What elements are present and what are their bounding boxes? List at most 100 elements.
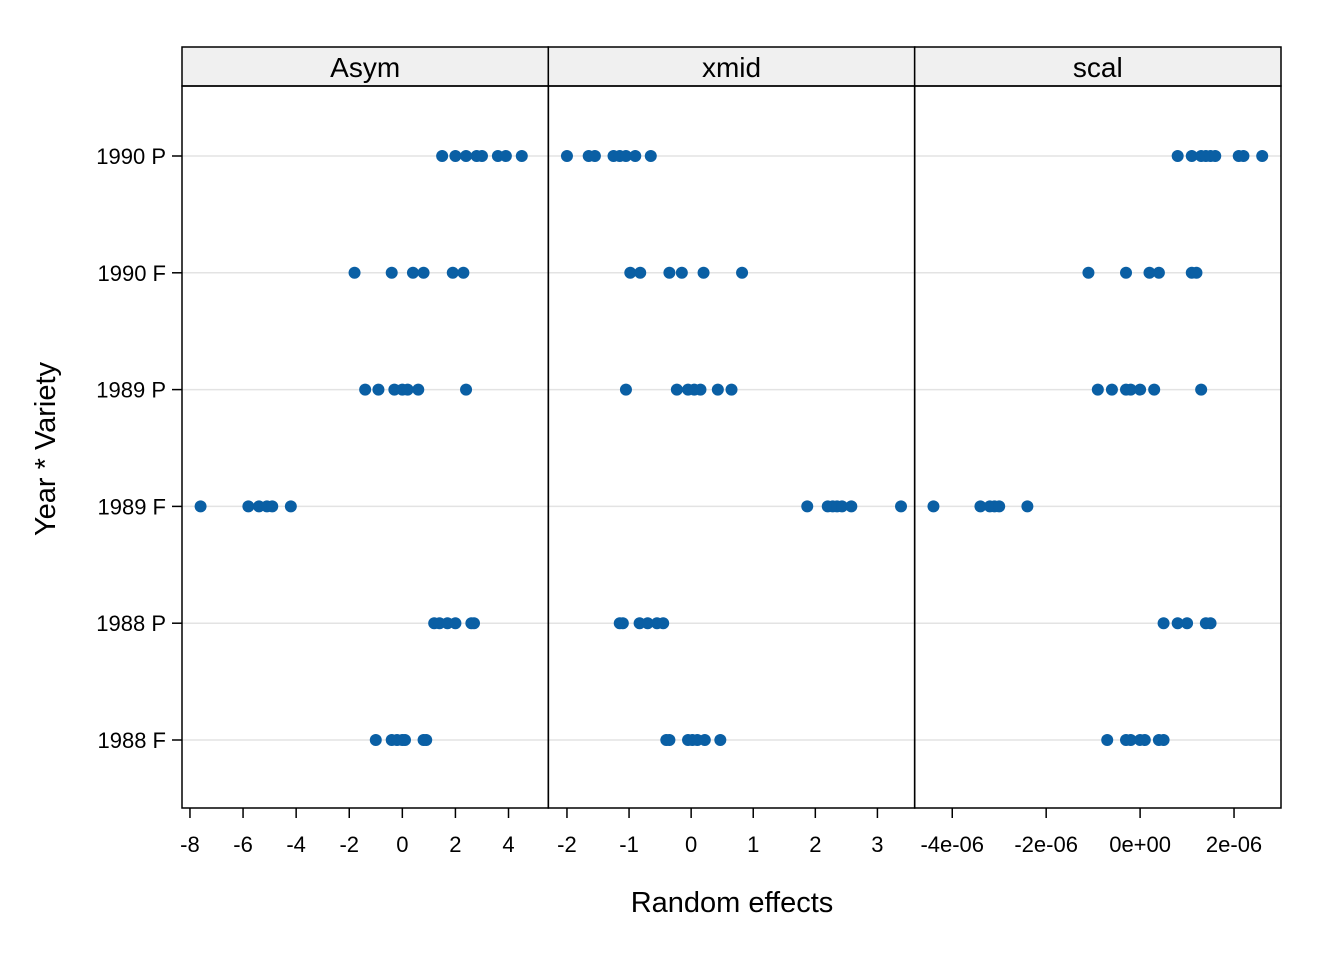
- data-point: [460, 150, 473, 162]
- data-point: [663, 266, 676, 279]
- data-point: [499, 150, 512, 162]
- y-tick-label: 1989 P: [96, 378, 166, 403]
- data-point: [1204, 617, 1217, 630]
- data-point: [412, 383, 425, 396]
- x-tick-label: -4: [286, 832, 306, 857]
- data-point: [675, 266, 688, 279]
- data-point: [619, 150, 632, 162]
- data-point: [1209, 150, 1222, 162]
- panel-border: [913, 85, 1282, 809]
- data-point: [1171, 150, 1184, 162]
- data-point: [1152, 266, 1165, 279]
- data-point: [1148, 383, 1161, 396]
- data-point: [670, 383, 683, 396]
- y-tick-label: 1989 F: [98, 494, 167, 519]
- panel-strip: [181, 46, 550, 87]
- x-tick-label: 0e+00: [1109, 832, 1171, 857]
- data-point: [895, 500, 908, 513]
- data-point: [714, 734, 727, 746]
- data-point: [401, 383, 414, 396]
- data-point: [515, 150, 528, 162]
- data-point: [1091, 383, 1104, 396]
- data-point: [663, 734, 676, 746]
- data-point: [449, 617, 462, 630]
- data-point: [736, 266, 749, 279]
- x-tick-label: -1: [619, 832, 639, 857]
- data-point: [619, 383, 632, 396]
- data-point: [1105, 383, 1118, 396]
- data-point: [644, 150, 657, 162]
- data-point: [372, 383, 385, 396]
- x-tick-label: 0: [396, 832, 408, 857]
- data-point: [460, 383, 473, 396]
- data-point: [641, 617, 654, 630]
- panel-frames: Asym xmid scal: [181, 46, 1282, 809]
- data-point: [398, 734, 411, 746]
- data-point: [1138, 734, 1151, 746]
- x-tick-label: -2e-06: [1014, 832, 1078, 857]
- panel-strip: [913, 46, 1282, 87]
- data-point: [624, 266, 637, 279]
- data-point: [629, 150, 642, 162]
- data-point: [436, 150, 449, 162]
- x-tick-label: -4e-06: [920, 832, 984, 857]
- x-tick-label: 1: [747, 832, 759, 857]
- data-point: [194, 500, 207, 513]
- data-point: [836, 500, 849, 513]
- data-point: [417, 266, 430, 279]
- y-tick-label: 1990 P: [96, 144, 166, 169]
- data-point: [1124, 383, 1137, 396]
- data-point: [801, 500, 814, 513]
- data-point: [1181, 617, 1194, 630]
- data-point: [1101, 734, 1114, 746]
- data-point: [697, 266, 710, 279]
- data-point: [406, 266, 419, 279]
- data-point: [1171, 617, 1184, 630]
- data-point: [845, 500, 858, 513]
- data-point: [420, 734, 433, 746]
- data-point: [560, 150, 573, 162]
- panel-border: [547, 85, 916, 809]
- data-point: [1157, 617, 1170, 630]
- data-point: [1124, 734, 1137, 746]
- data-point: [1143, 266, 1156, 279]
- data-point: [1190, 266, 1203, 279]
- data-point: [457, 266, 470, 279]
- data-point: [1195, 383, 1208, 396]
- data-point: [974, 500, 987, 513]
- data-point: [1237, 150, 1250, 162]
- data-point: [588, 150, 601, 162]
- grid-lines: [182, 155, 1281, 741]
- data-point: [657, 617, 670, 630]
- data-point: [993, 500, 1006, 513]
- y-tick-label: 1990 F: [98, 261, 167, 286]
- x-tick-label: -2: [557, 832, 577, 857]
- data-point: [694, 383, 707, 396]
- x-tick-label: 2e-06: [1206, 832, 1262, 857]
- data-point: [1157, 734, 1170, 746]
- x-tick-label: -6: [233, 832, 253, 857]
- data-point: [242, 500, 255, 513]
- data-points: [194, 150, 1269, 746]
- data-point: [266, 500, 279, 513]
- x-tick-label: -8: [180, 832, 200, 857]
- data-point: [449, 150, 462, 162]
- x-tick-label: 0: [685, 832, 697, 857]
- data-point: [616, 617, 629, 630]
- y-tick-label: 1988 F: [98, 728, 167, 753]
- data-point: [725, 383, 738, 396]
- x-tick-label: 2: [449, 832, 461, 857]
- x-tick-label: 2: [809, 832, 821, 857]
- data-point: [369, 734, 382, 746]
- data-point: [927, 500, 940, 513]
- panel-strip-label: scal: [1073, 52, 1123, 83]
- data-point: [1185, 150, 1198, 162]
- data-point: [475, 150, 488, 162]
- data-point: [1082, 266, 1095, 279]
- axes: 1988 F 1988 P 1989 F 1989 P 1990 F 1990 P -8 -6…: [96, 144, 1262, 857]
- data-point: [634, 266, 647, 279]
- x-axis-label: Random effects: [631, 887, 834, 919]
- panel-strip-label: Asym: [330, 52, 400, 83]
- data-point: [348, 266, 361, 279]
